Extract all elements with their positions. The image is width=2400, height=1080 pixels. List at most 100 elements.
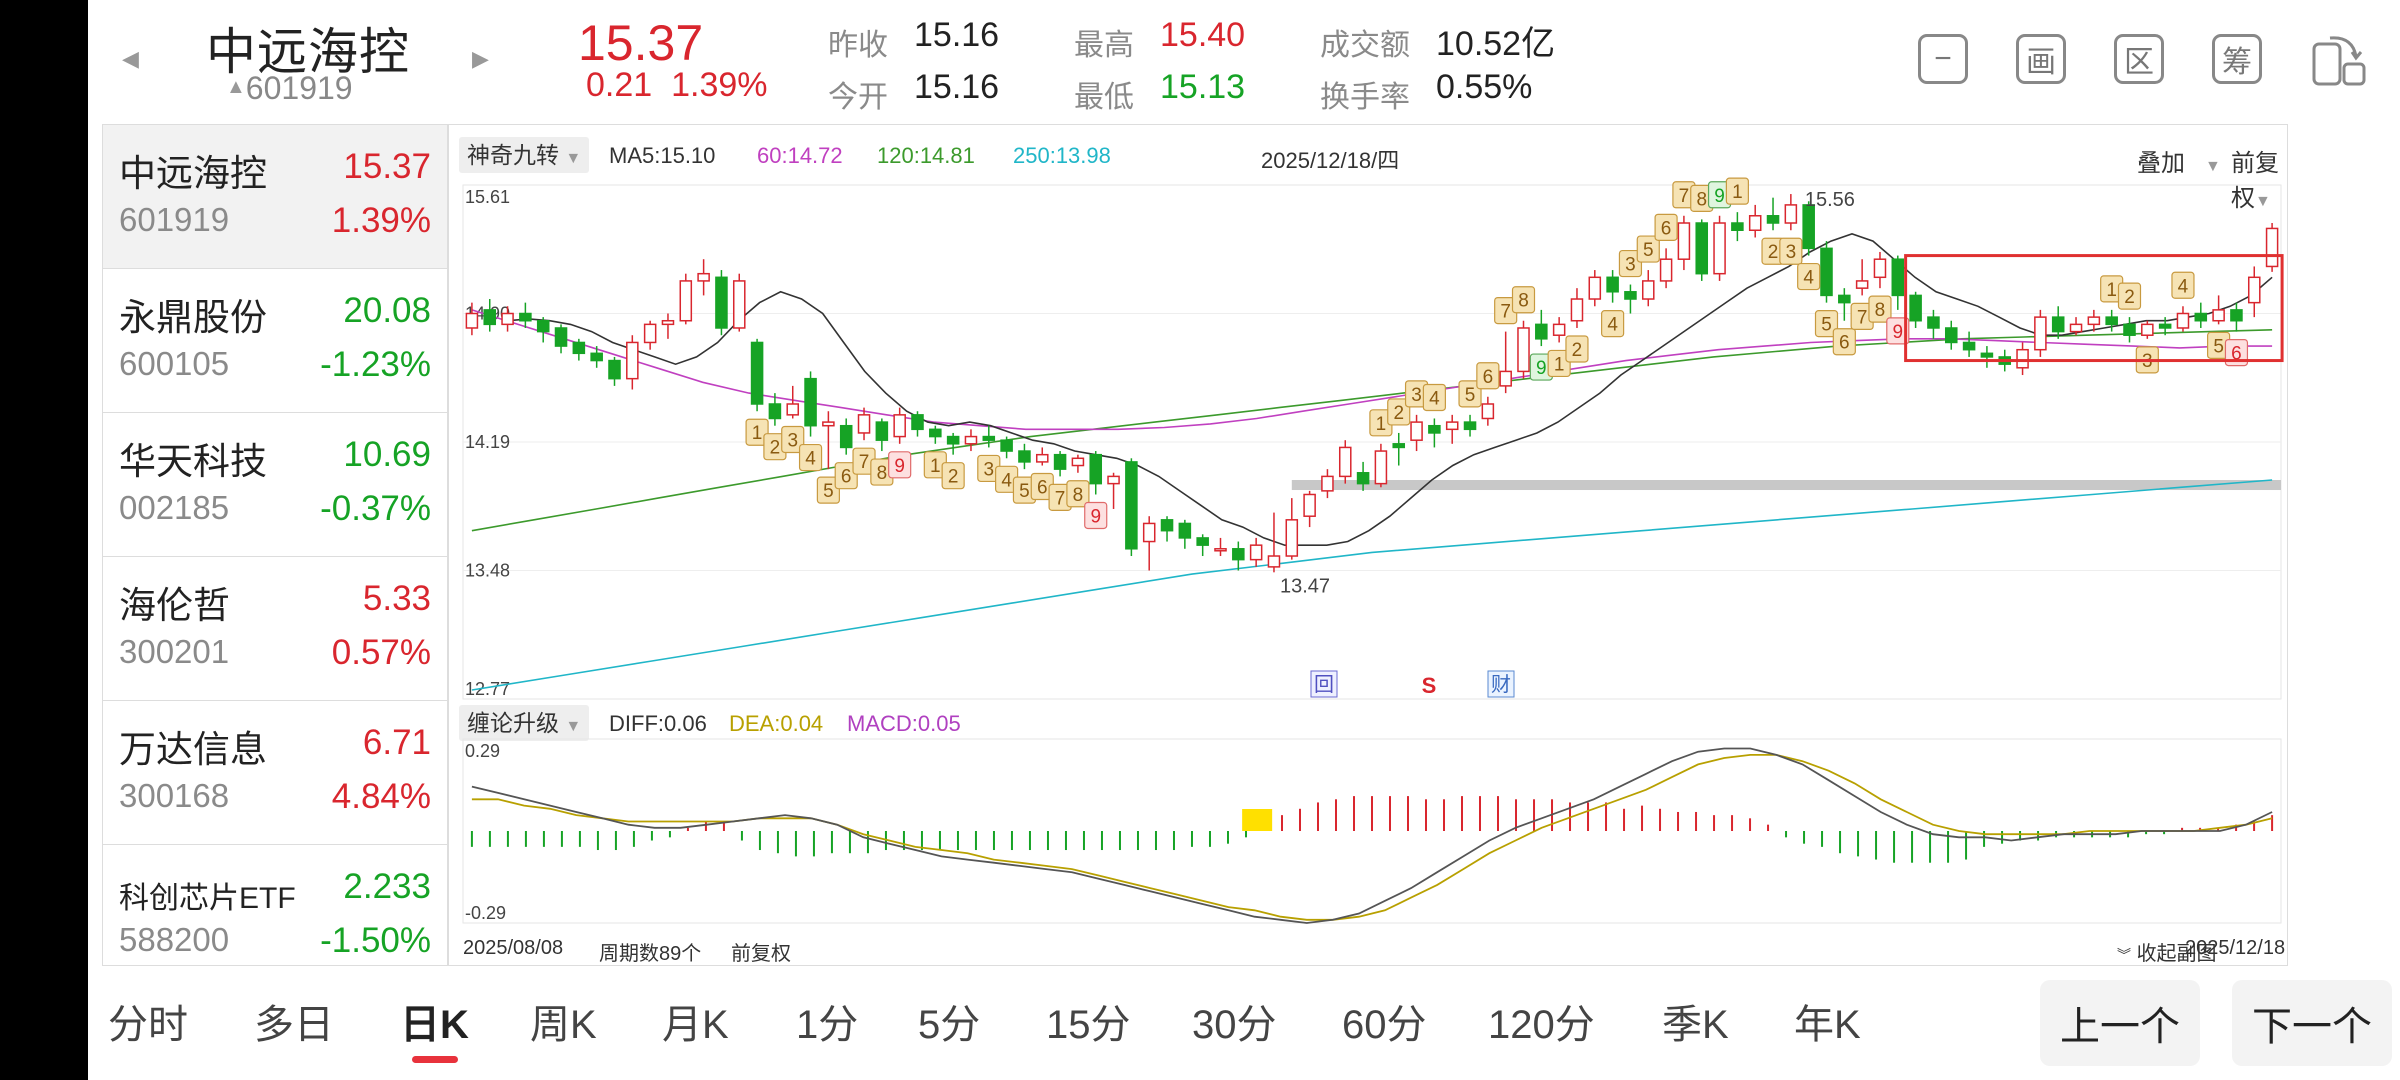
td-count-label: 5 (1643, 240, 1654, 261)
chart-date-label: 2025/12/18/四 (1261, 148, 1400, 173)
watch-price: 15.37 (343, 147, 431, 186)
chip-icon[interactable]: 筹 (2212, 34, 2262, 84)
sub-indicator-button[interactable]: 缠论升级 ▼ (459, 705, 590, 741)
watchlist-item[interactable]: 万达信息 6.71 300168 4.84% (103, 701, 447, 845)
prev-stock-arrow-icon[interactable]: ◀ (122, 46, 139, 71)
watch-price: 10.69 (343, 435, 431, 474)
candle-body (1249, 544, 1263, 561)
support-band (1291, 480, 2281, 491)
period-tab[interactable]: 季K (1662, 1003, 1729, 1047)
candle-body (1018, 450, 1031, 463)
period-tab[interactable]: 30分 (1192, 1003, 1277, 1047)
prev-stock-button[interactable]: 上一个 (2040, 980, 2200, 1066)
next-stock-arrow-icon[interactable]: ▶ (472, 46, 489, 71)
period-tab[interactable]: 分时 (108, 1003, 188, 1047)
candle-body (1517, 327, 1530, 373)
candle-body (2123, 323, 2136, 336)
candle-body (1927, 316, 1940, 329)
kline-svg[interactable]: 15.6114.9014.1913.4812.7715.5613.4712345… (449, 125, 2287, 965)
candle-body (1944, 327, 1958, 344)
indicator-label: 神奇九转 (467, 142, 559, 168)
collapse-subchart-button[interactable]: ︾ 收起副图 (2117, 937, 2217, 966)
candle-body (982, 435, 996, 441)
watch-code: 601919 (119, 201, 230, 238)
candle-body (1962, 341, 1976, 351)
candle-body (2265, 227, 2279, 268)
period-tab[interactable]: 1分 (796, 1003, 859, 1047)
td-count-label: 1 (1732, 182, 1743, 203)
candle-body (1321, 475, 1334, 492)
watchlist-item[interactable]: 海伦哲 5.33 300201 0.57% (103, 557, 447, 701)
candle-body (857, 414, 871, 434)
watch-code: 300168 (119, 777, 230, 814)
candle-body (750, 341, 764, 405)
chevron-down-icon: ▼ (565, 718, 582, 735)
footer-adjust: 前复权 (731, 943, 791, 965)
candle-body (1142, 522, 1156, 543)
y-tick-label: 14.19 (465, 432, 510, 452)
candle-body (839, 424, 853, 449)
rotate-icon[interactable] (2308, 30, 2368, 90)
candle-body (1214, 548, 1227, 552)
minus-icon[interactable]: − (1918, 34, 1968, 84)
candle-body (1160, 519, 1174, 532)
candle-body (875, 421, 889, 441)
period-tab[interactable]: 15分 (1046, 1003, 1131, 1047)
watch-code: 300201 (119, 633, 230, 670)
watchlist-item[interactable]: 中远海控 15.37 601919 1.39% (103, 125, 447, 269)
td-count-label: 2 (1572, 340, 1583, 361)
candle-body (1000, 439, 1013, 452)
candle-body (768, 403, 782, 420)
candle-body (2247, 276, 2261, 304)
candle-body (1089, 453, 1103, 485)
adjust-select[interactable]: 前复权▼ (2231, 143, 2287, 213)
kline-chart-panel[interactable]: 神奇九转 ▼ MA5:15.10 60:14.72 120:14.81 250:… (448, 124, 2288, 966)
macd-legend: MACD:0.05 (847, 711, 961, 736)
period-tab[interactable]: 年K (1794, 1003, 1861, 1047)
candle-body (2158, 323, 2172, 329)
ma60-line (471, 309, 2273, 431)
watch-price: 6.71 (362, 723, 431, 762)
candle-body (1303, 493, 1316, 517)
watchlist-item[interactable]: 科创芯片ETF 2.233 588200 -1.50% (103, 845, 447, 989)
candle-body (1267, 555, 1281, 568)
period-tab[interactable]: 月K (662, 1003, 729, 1047)
overlay-button[interactable]: 叠加 ▼ (2137, 143, 2221, 178)
indicator-select-button[interactable]: 神奇九转 ▼ (459, 137, 590, 173)
watch-name: 科创芯片ETF (119, 882, 296, 915)
td-count-label: 2 (948, 467, 959, 488)
candle-body (2069, 323, 2083, 333)
change-percent: 1.39% (671, 66, 768, 104)
candle-body (1802, 204, 1815, 250)
watch-code: 002185 (119, 489, 230, 526)
period-tab[interactable]: 周K (530, 1003, 597, 1047)
collapse-label: 收起副图 (2136, 943, 2217, 965)
watchlist-item[interactable]: 永鼎股份 20.08 600105 -1.23% (103, 269, 447, 413)
prev-close-label: 昨收 (828, 29, 888, 62)
watchlist-item[interactable]: 华天科技 10.69 002185 -0.37% (103, 413, 447, 557)
td-count-tag (1476, 362, 1500, 390)
period-tab[interactable]: 60分 (1342, 1003, 1427, 1047)
candle-body (1695, 222, 1709, 275)
period-tab[interactable]: 5分 (918, 1003, 981, 1047)
watch-code: 588200 (119, 921, 230, 958)
candle-body (1606, 276, 1619, 293)
candle-body (2105, 316, 2118, 326)
open-value: 15.16 (914, 68, 1000, 106)
td-count-tag (1886, 317, 1910, 345)
y-tick-label: 12.77 (465, 679, 510, 699)
watch-code: 600105 (119, 345, 230, 382)
candle-body (1285, 519, 1299, 557)
period-tab[interactable]: 多日 (254, 1003, 334, 1047)
td-count-label: 5 (1019, 481, 1030, 502)
period-tab-selected[interactable]: 日K (400, 1003, 469, 1047)
td-count-label: 5 (2213, 336, 2224, 357)
next-stock-button[interactable]: 下一个 (2232, 980, 2392, 1066)
candle-body (643, 323, 657, 344)
macd-plot-frame (462, 738, 2282, 924)
td-count-label: 8 (877, 463, 888, 484)
td-count-label: 2 (1393, 403, 1404, 424)
region-icon[interactable]: 区 (2114, 34, 2164, 84)
period-tab[interactable]: 120分 (1488, 1003, 1595, 1047)
draw-icon[interactable]: 画 (2016, 34, 2066, 84)
